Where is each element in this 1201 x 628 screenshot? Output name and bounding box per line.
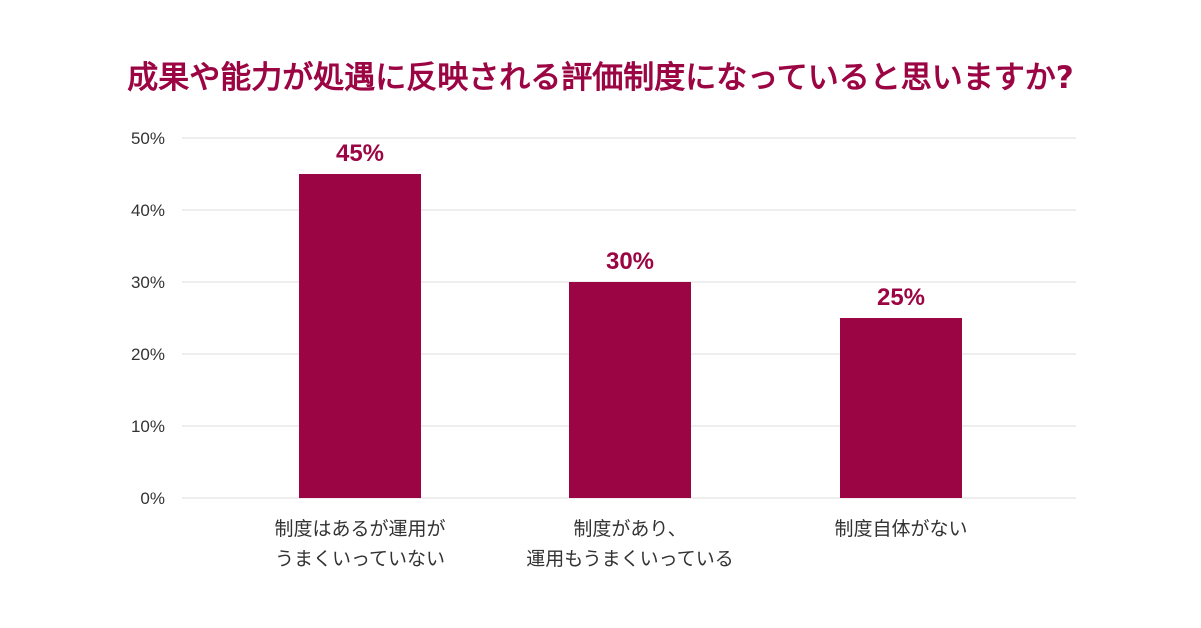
y-axis-ticks: 0% 10% 20% 30% 40% 50% <box>131 129 165 508</box>
y-tick-label: 40% <box>131 201 165 220</box>
category-label: 運用もうまくいっている <box>526 548 733 570</box>
y-tick-label: 20% <box>131 345 165 364</box>
category-label: 制度自体がない <box>834 518 967 540</box>
data-label: 45% <box>336 140 384 167</box>
y-tick-label: 30% <box>131 273 165 292</box>
category-label: 制度はあるが運用が <box>274 518 445 540</box>
bar <box>840 318 962 498</box>
data-label: 25% <box>877 284 925 311</box>
data-labels: 45% 30% 25% <box>336 140 925 311</box>
category-label: うまくいっていない <box>275 548 445 570</box>
y-tick-label: 0% <box>140 489 165 508</box>
y-tick-label: 50% <box>131 129 165 148</box>
category-label: 制度があり、 <box>573 518 686 540</box>
bar <box>569 282 691 498</box>
y-tick-label: 10% <box>131 417 165 436</box>
bar <box>299 174 421 498</box>
data-label: 30% <box>606 248 654 275</box>
bars <box>299 174 962 498</box>
chart-title: 成果や能力が処遇に反映される評価制度になっていると思いますか? <box>127 60 1074 96</box>
